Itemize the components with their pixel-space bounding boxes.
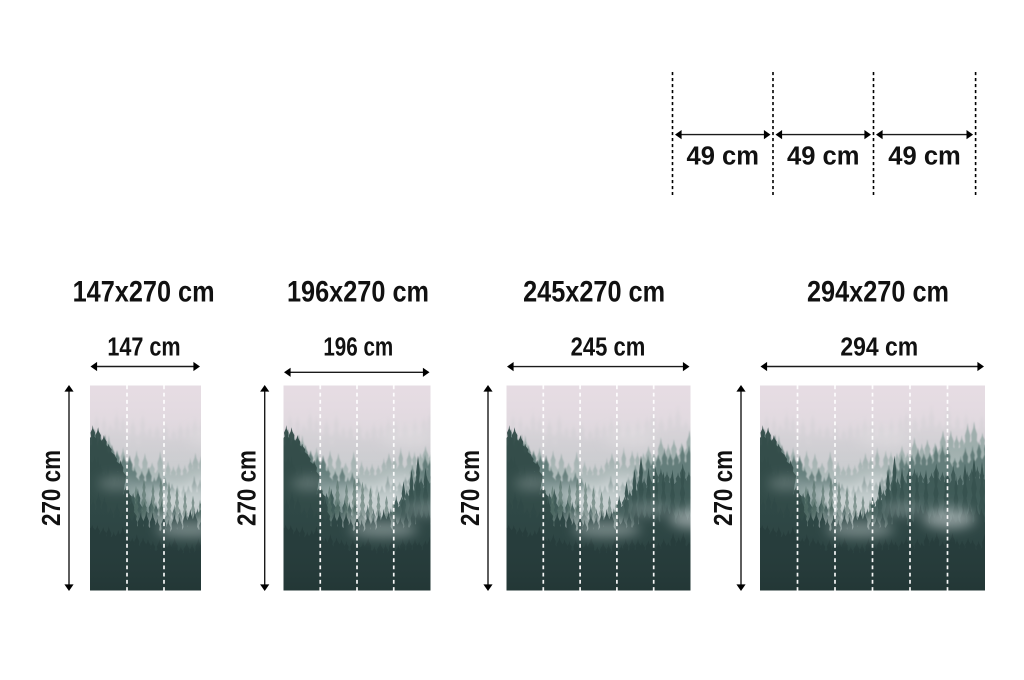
svg-text:270 cm: 270 cm (710, 450, 738, 526)
svg-text:270 cm: 270 cm (38, 450, 66, 526)
svg-text:294x270 cm: 294x270 cm (807, 276, 949, 309)
svg-text:294 cm: 294 cm (840, 334, 918, 362)
svg-text:245 cm: 245 cm (571, 334, 646, 362)
svg-text:196x270 cm: 196x270 cm (287, 276, 429, 309)
svg-text:245x270 cm: 245x270 cm (523, 276, 665, 309)
svg-text:196 cm: 196 cm (323, 334, 393, 362)
svg-text:270 cm: 270 cm (234, 450, 262, 526)
svg-text:270 cm: 270 cm (457, 450, 485, 526)
svg-text:49 cm: 49 cm (687, 143, 760, 171)
svg-text:49 cm: 49 cm (787, 143, 860, 171)
svg-text:49 cm: 49 cm (888, 143, 961, 171)
svg-text:147x270 cm: 147x270 cm (73, 276, 215, 309)
svg-text:147 cm: 147 cm (107, 334, 180, 362)
